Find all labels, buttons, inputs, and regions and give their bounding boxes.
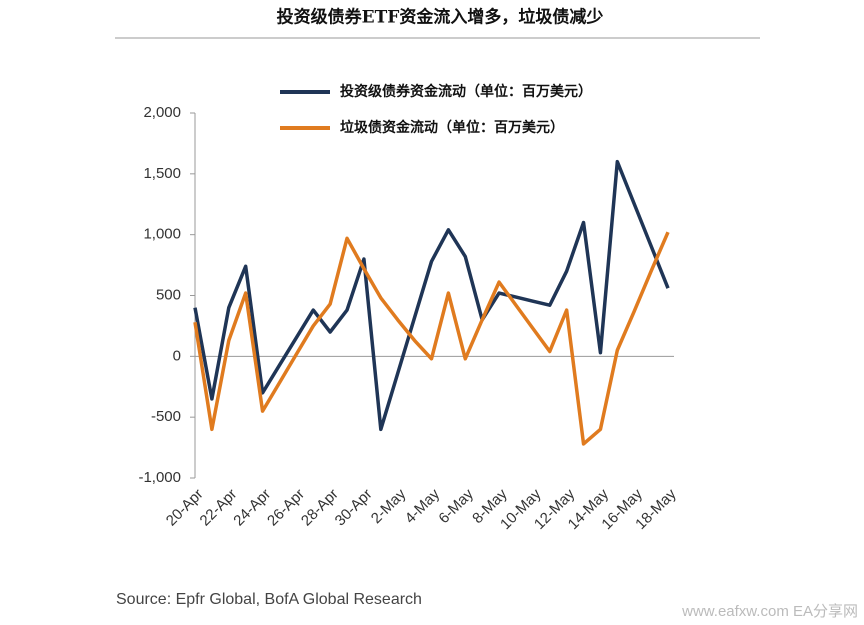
x-tick-label: 26-Apr xyxy=(264,486,308,530)
x-tick-label: 6-May xyxy=(435,485,477,527)
x-tick-label: 28-Apr xyxy=(298,486,342,530)
x-tick-label: 4-May xyxy=(402,485,444,527)
y-tick-label: 1,500 xyxy=(143,165,181,182)
y-tick-label: 1,000 xyxy=(143,226,181,243)
x-tick-label: 2-May xyxy=(368,485,410,527)
x-tick-label: 24-Apr xyxy=(230,486,274,530)
y-tick-label: -1,000 xyxy=(138,469,181,486)
x-tick-label: 22-Apr xyxy=(197,486,241,530)
series-line xyxy=(193,159,670,432)
y-tick-label: -500 xyxy=(151,408,181,425)
series-line xyxy=(193,231,670,446)
y-tick-label: 500 xyxy=(156,286,181,303)
x-tick-label: 30-Apr xyxy=(332,486,376,530)
source: Source: Epfr Global, BofA Global Researc… xyxy=(116,591,422,608)
watermark: www.eafxw.com EA分享网 xyxy=(681,603,858,620)
legend-label: 垃圾债资金流动（单位：百万美元） xyxy=(340,119,564,136)
legend-label: 投资级债券资金流动（单位：百万美元） xyxy=(340,83,592,100)
y-tick-label: 0 xyxy=(173,347,181,364)
x-tick-label: 20-Apr xyxy=(163,486,207,530)
y-tick-label: 2,000 xyxy=(143,104,181,121)
chart-title: 投资级债券ETF资金流入增多，垃圾债减少 xyxy=(277,7,604,28)
